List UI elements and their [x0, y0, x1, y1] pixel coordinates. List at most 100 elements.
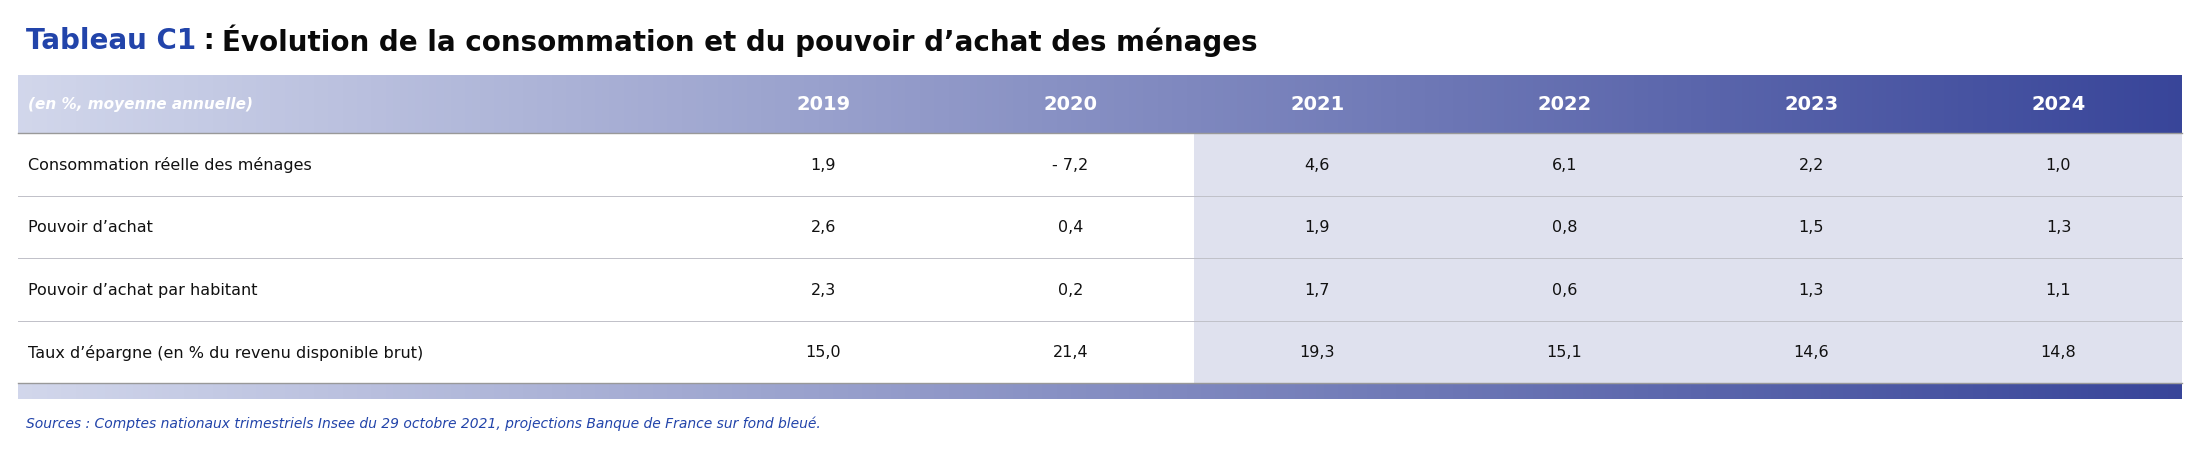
Bar — [1872, 383, 1879, 399]
Bar — [1720, 383, 1727, 399]
Bar — [2066, 383, 2075, 399]
Bar — [1815, 76, 1822, 133]
Bar — [1252, 76, 1258, 133]
Bar — [530, 383, 537, 399]
Bar — [1648, 76, 1657, 133]
Bar — [1344, 76, 1353, 133]
Bar — [1597, 383, 1606, 399]
Bar — [2053, 383, 2059, 399]
Bar — [524, 383, 530, 399]
Bar — [1835, 383, 1844, 399]
Bar — [1107, 383, 1115, 399]
Bar — [948, 76, 957, 133]
Bar — [1100, 383, 1109, 399]
Bar — [458, 76, 466, 133]
Bar — [97, 76, 106, 133]
Bar — [862, 383, 869, 399]
Bar — [486, 383, 495, 399]
Bar — [1784, 383, 1793, 399]
Bar — [2088, 383, 2097, 399]
Bar — [942, 76, 948, 133]
Bar — [334, 76, 343, 133]
Bar — [306, 383, 315, 399]
Text: Sources : Comptes nationaux trimestriels Insee du 29 octobre 2021, projections B: Sources : Comptes nationaux trimestriels… — [26, 416, 821, 430]
Bar — [1085, 76, 1093, 133]
Bar — [904, 76, 913, 133]
Bar — [46, 76, 55, 133]
Text: 14,8: 14,8 — [2042, 345, 2077, 359]
Bar — [284, 383, 293, 399]
Bar — [2116, 383, 2125, 399]
Text: 1,5: 1,5 — [1800, 220, 1824, 235]
Bar — [1784, 76, 1793, 133]
Bar — [1201, 383, 1208, 399]
Bar — [191, 383, 198, 399]
Bar — [653, 76, 660, 133]
Bar — [812, 76, 818, 133]
Bar — [1806, 383, 1815, 399]
Bar — [1483, 76, 1489, 133]
Bar — [1613, 76, 1619, 133]
Bar — [1705, 76, 1714, 133]
Bar — [40, 383, 48, 399]
Bar — [955, 76, 964, 133]
Bar — [385, 383, 394, 399]
Bar — [1973, 383, 1980, 399]
Bar — [2075, 383, 2081, 399]
Bar — [746, 383, 755, 399]
Bar — [631, 76, 638, 133]
Bar — [581, 76, 587, 133]
Bar — [2125, 383, 2132, 399]
Bar — [1698, 76, 1707, 133]
Bar — [1157, 383, 1166, 399]
Bar — [1366, 76, 1375, 133]
Bar — [1280, 383, 1287, 399]
Bar — [1901, 76, 1907, 133]
Bar — [1344, 383, 1353, 399]
Bar — [1331, 383, 1338, 399]
Bar — [834, 76, 840, 133]
Bar — [205, 383, 213, 399]
Bar — [869, 76, 878, 133]
Text: 4,6: 4,6 — [1305, 157, 1331, 172]
Bar — [1265, 76, 1274, 133]
Bar — [2103, 76, 2110, 133]
Bar — [1049, 383, 1058, 399]
Bar — [75, 383, 84, 399]
Bar — [1065, 383, 1071, 399]
Bar — [2024, 383, 2031, 399]
Bar — [2116, 76, 2125, 133]
Bar — [1375, 76, 1382, 133]
Bar — [825, 383, 834, 399]
Bar — [163, 76, 169, 133]
Bar — [796, 76, 805, 133]
Bar — [733, 383, 739, 399]
Bar — [1122, 76, 1129, 133]
Bar — [394, 383, 400, 399]
Bar — [1208, 76, 1217, 133]
Bar — [970, 383, 977, 399]
Bar — [147, 383, 156, 399]
Bar — [1375, 383, 1382, 399]
Bar — [321, 76, 328, 133]
Bar — [1540, 76, 1549, 133]
Bar — [1850, 383, 1857, 399]
Bar — [869, 383, 878, 399]
Bar — [1771, 76, 1778, 133]
Bar — [315, 76, 321, 133]
Bar — [1056, 76, 1065, 133]
Bar — [2059, 383, 2068, 399]
Bar — [1547, 383, 1555, 399]
Text: Tableau C1: Tableau C1 — [26, 27, 196, 55]
Bar — [2110, 383, 2119, 399]
Bar — [451, 76, 458, 133]
Bar — [1135, 76, 1144, 133]
Bar — [1179, 383, 1188, 399]
Bar — [1987, 76, 1995, 133]
Bar — [1157, 76, 1166, 133]
Bar — [812, 383, 818, 399]
Bar — [106, 76, 112, 133]
Bar — [436, 76, 444, 133]
Bar — [1426, 76, 1432, 133]
Bar — [1562, 383, 1569, 399]
